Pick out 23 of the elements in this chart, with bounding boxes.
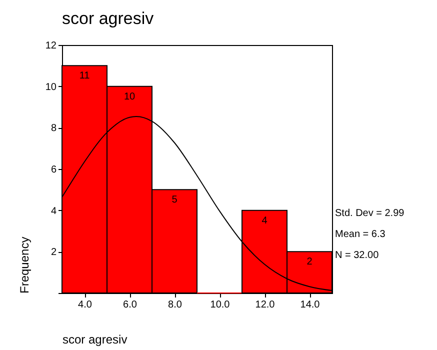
y-axis-title: Frequency <box>17 236 32 294</box>
y-tick-label: 10 <box>45 82 57 93</box>
x-tick-label: 12.0 <box>255 300 276 310</box>
x-tick-label: 4.0 <box>78 300 92 310</box>
data-label: 5 <box>172 194 178 206</box>
data-label: 2 <box>306 256 313 268</box>
data-label: 4 <box>262 215 268 226</box>
y-tick-label: 8 <box>50 123 57 134</box>
data-label: 10 <box>124 91 136 102</box>
text: Std. Dev = 2.99 <box>335 208 405 219</box>
text: N = 32.00 <box>335 250 380 261</box>
data-label: 11 <box>79 70 90 82</box>
text: Mean = 6.3 <box>335 229 386 240</box>
x-tick-label: 10.0 <box>210 300 230 310</box>
y-tick-label: 4 <box>50 206 57 217</box>
y-tick-label: 12 <box>45 40 57 52</box>
chart-title: scor agresiv <box>62 9 154 28</box>
y-tick-label: 6 <box>50 164 57 176</box>
x-tick-label: 8.0 <box>168 300 182 310</box>
x-tick-label: 14.0 <box>300 300 320 310</box>
x-tick-label: 6.0 <box>123 300 138 310</box>
x-axis-title: scor agresiv <box>62 332 128 346</box>
y-tick-label: 2 <box>50 247 57 258</box>
